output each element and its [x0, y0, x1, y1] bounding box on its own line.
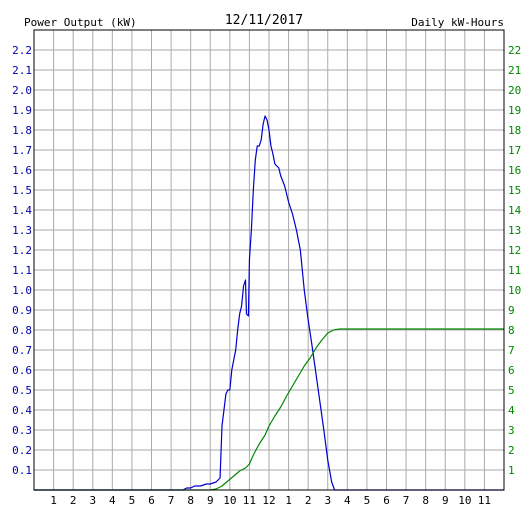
plot-frame: [33, 29, 505, 491]
left-tick-label: 1.0: [12, 284, 32, 297]
grid: [34, 30, 504, 490]
x-tick-label: 9: [442, 494, 449, 507]
left-tick-label: 1.8: [12, 124, 32, 137]
right-tick-label: 9: [508, 304, 515, 317]
left-tick-label: 0.3: [12, 424, 32, 437]
power-series-line: [34, 115, 504, 491]
x-tick-label: 10: [223, 494, 236, 507]
right-tick-label: 3: [508, 424, 515, 437]
x-tick-label: 6: [383, 494, 390, 507]
left-tick-label: 1.6: [12, 164, 32, 177]
right-tick-label: 7: [508, 344, 515, 357]
x-tick-label: 10: [458, 494, 471, 507]
chart-title: 12/11/2017: [225, 13, 303, 28]
x-tick-label: 8: [187, 494, 194, 507]
x-tick-label: 3: [324, 494, 331, 507]
left-tick-label: 1.5: [12, 184, 32, 197]
left-tick-label: 0.9: [12, 304, 32, 317]
right-tick-label: 5: [508, 384, 515, 397]
right-tick-label: 6: [508, 364, 515, 377]
right-axis-title: Daily kW-Hours: [411, 16, 504, 29]
left-tick-label: 0.5: [12, 384, 32, 397]
right-tick-label: 14: [508, 204, 522, 217]
right-tick-label: 22: [508, 44, 521, 57]
left-tick-label: 0.1: [12, 464, 32, 477]
x-tick-label: 4: [344, 494, 351, 507]
left-tick-label: 0.8: [12, 324, 32, 337]
x-tick-label: 9: [207, 494, 214, 507]
left-tick-label: 0.7: [12, 344, 32, 357]
right-tick-label: 4: [508, 404, 515, 417]
x-tick-label: 2: [305, 494, 312, 507]
right-tick-label: 15: [508, 184, 521, 197]
left-axis-ticks: 0.1 0.2 0.3 0.4 0.5 0.6 0.7 0.8 0.9 1.0 1.1 1.2 1.3 1…: [12, 44, 32, 477]
left-tick-label: 1.2: [12, 244, 32, 257]
right-tick-label: 16: [508, 164, 521, 177]
x-tick-label: 12: [262, 494, 275, 507]
left-tick-label: 0.4: [12, 404, 32, 417]
left-tick-label: 0.2: [12, 444, 32, 457]
x-tick-label: 11: [478, 494, 491, 507]
energy-series-line: [34, 328, 504, 491]
right-tick-label: 1: [508, 464, 515, 477]
left-tick-label: 0.6: [12, 364, 32, 377]
x-tick-label: 2: [70, 494, 77, 507]
left-tick-label: 1.4: [12, 204, 32, 217]
right-tick-label: 12: [508, 244, 521, 257]
series-layer: [34, 115, 504, 491]
right-tick-label: 2: [508, 444, 515, 457]
right-tick-label: 10: [508, 284, 521, 297]
x-tick-label: 11: [243, 494, 256, 507]
x-tick-label: 7: [168, 494, 175, 507]
right-tick-label: 19: [508, 104, 521, 117]
left-tick-label: 1.9: [12, 104, 32, 117]
x-tick-label: 5: [364, 494, 371, 507]
x-tick-label: 1: [50, 494, 57, 507]
left-tick-label: 1.3: [12, 224, 32, 237]
left-axis-title: Power Output (kW): [24, 16, 137, 29]
left-tick-label: 2.0: [12, 84, 32, 97]
x-tick-label: 5: [129, 494, 136, 507]
x-tick-label: 3: [89, 494, 96, 507]
x-tick-label: 8: [422, 494, 429, 507]
x-tick-label: 6: [148, 494, 155, 507]
right-tick-label: 13: [508, 224, 521, 237]
x-tick-label: 7: [403, 494, 410, 507]
right-tick-label: 21: [508, 64, 521, 77]
left-tick-label: 2.2: [12, 44, 32, 57]
x-tick-label: 4: [109, 494, 116, 507]
left-tick-label: 1.1: [12, 264, 32, 277]
right-tick-label: 20: [508, 84, 521, 97]
x-tick-label: 1: [285, 494, 292, 507]
right-tick-label: 11: [508, 264, 521, 277]
x-axis-ticks: 1 2 3 4 5 6 7 8 9 10 11 12 1 2 3 4 5 6 7 8 9 10 11: [50, 494, 491, 507]
left-tick-label: 2.1: [12, 64, 32, 77]
right-tick-label: 8: [508, 324, 515, 337]
right-tick-label: 18: [508, 124, 521, 137]
left-tick-label: 1.7: [12, 144, 32, 157]
right-tick-label: 17: [508, 144, 521, 157]
